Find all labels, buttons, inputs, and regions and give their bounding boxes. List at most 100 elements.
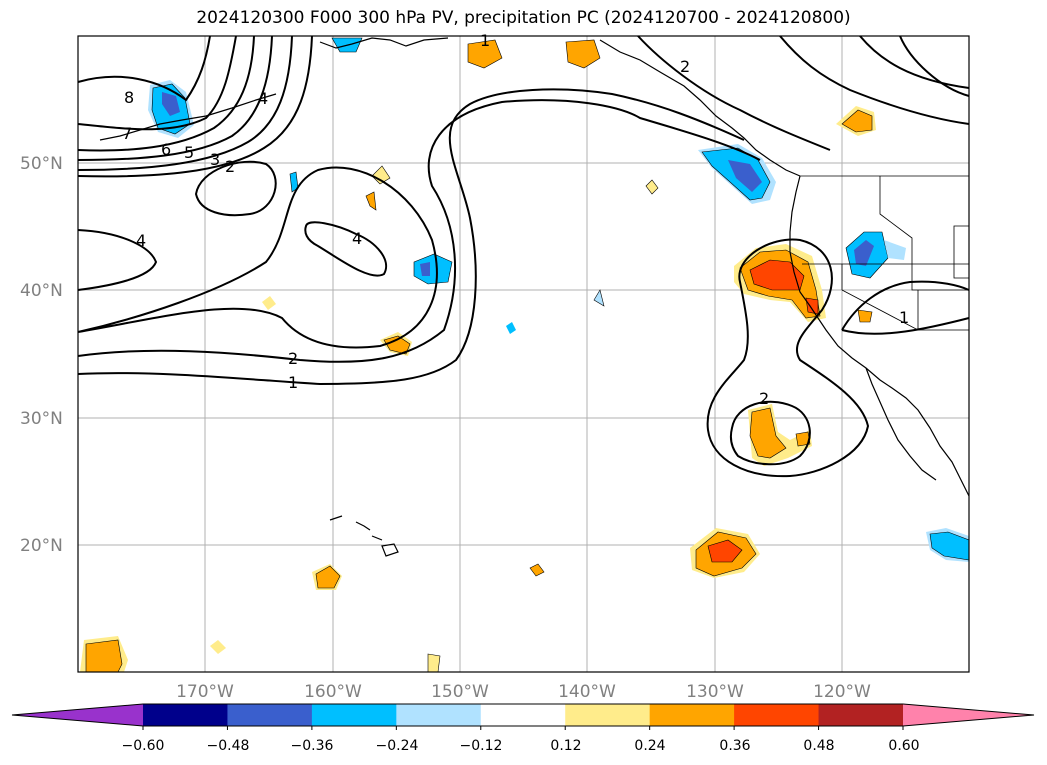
pv-contour-2-ne xyxy=(637,35,831,151)
contour-label: 7 xyxy=(122,124,132,143)
contour-label: 1 xyxy=(899,308,909,327)
neg-precip-area xyxy=(162,92,180,116)
pv-contour-2-sw xyxy=(729,400,811,466)
neg-precip-area xyxy=(854,240,874,266)
colorbar-tick-label: 0.60 xyxy=(888,738,919,754)
lon-label: 120°W xyxy=(813,682,871,702)
pos-precip-area xyxy=(645,179,659,195)
pv-contour-ne xyxy=(779,35,970,125)
neg-precip-area xyxy=(884,240,906,260)
pv-contours xyxy=(77,35,970,478)
pv-contour-8 xyxy=(77,35,211,102)
pos-precip-area xyxy=(707,539,743,563)
colorbar-tick-label: 0.48 xyxy=(803,738,834,754)
lon-label: 160°W xyxy=(304,682,362,702)
aleutians xyxy=(99,93,277,141)
colorbar-swatch xyxy=(311,704,397,726)
pv-contour-6 xyxy=(77,35,255,152)
pv-contour-4-west xyxy=(77,229,158,291)
pos-precip-area xyxy=(749,259,805,291)
colorbar-swatch xyxy=(649,704,735,726)
hawaii xyxy=(329,515,399,557)
graticule xyxy=(78,36,969,672)
contour-labels: 8 7 6 5 3 2 4 4 4 2 1 2 2 1 1 xyxy=(122,31,909,408)
alaska-panhandle xyxy=(599,39,801,177)
contour-label: 2 xyxy=(680,57,690,76)
lon-label: 140°W xyxy=(558,682,616,702)
pv-contour-4-loop xyxy=(304,221,387,277)
colorbar-swatch xyxy=(480,704,566,726)
colorbar-tick-label: 0.24 xyxy=(634,738,665,754)
colorbar-swatch xyxy=(734,704,820,726)
pos-precip-area xyxy=(383,335,411,355)
contour-label: 3 xyxy=(210,150,220,169)
lat-axis-labels: 50°N 40°N 30°N 20°N xyxy=(20,154,63,556)
pv-contour-2-long xyxy=(77,99,761,363)
contour-label: 4 xyxy=(352,229,362,248)
lon-label: 170°W xyxy=(176,682,234,702)
colorbar-tick-label: −0.12 xyxy=(460,738,503,754)
pos-precip-area xyxy=(210,640,226,654)
neg-precip-area xyxy=(506,322,516,334)
pos-precip-area xyxy=(857,309,873,323)
map-frame xyxy=(77,35,970,673)
colorbar-swatch xyxy=(818,704,904,726)
map-title: 2024120300 F000 300 hPa PV, precipitatio… xyxy=(196,8,851,28)
pos-precip-area xyxy=(427,653,441,673)
pv-contour-west-coast xyxy=(706,238,870,478)
colorbar-tick-label: −0.24 xyxy=(376,738,419,754)
contour-label: 4 xyxy=(258,89,268,108)
pos-precip-area xyxy=(371,165,391,185)
colorbar-swatch xyxy=(227,704,313,726)
pos-precip-area xyxy=(529,563,545,577)
colorbar-extend-min xyxy=(12,704,143,726)
pv-contour-2-loop xyxy=(194,160,277,217)
pv-contour-3 xyxy=(77,35,293,171)
contour-label: 2 xyxy=(225,157,235,176)
pos-precip-area xyxy=(565,39,601,69)
west-coast xyxy=(789,175,970,497)
contour-label: 1 xyxy=(480,31,490,50)
pv-contour-ne2 xyxy=(899,35,970,97)
pos-precip-area xyxy=(262,296,276,310)
contour-label: 2 xyxy=(288,349,298,368)
colorbar-tick-label: 0.36 xyxy=(719,738,750,754)
colorbar xyxy=(11,703,1035,730)
colorbar-tick-label: 0.12 xyxy=(550,738,581,754)
precip-fills xyxy=(80,37,970,673)
pos-precip-area xyxy=(805,297,819,315)
lon-label: 130°W xyxy=(686,682,744,702)
coastlines xyxy=(99,37,970,557)
pv-contour-7 xyxy=(77,35,237,131)
lat-label: 40°N xyxy=(20,281,63,301)
pv-contour-1-east xyxy=(841,280,970,335)
pos-precip-area xyxy=(795,431,811,447)
contour-label: 4 xyxy=(136,231,146,250)
colorbar-tick-label: −0.36 xyxy=(291,738,334,754)
pv-contour-2-nw xyxy=(77,35,313,178)
contour-label: 6 xyxy=(161,140,171,159)
pos-precip-area xyxy=(841,109,873,133)
colorbar-tick-label: −0.48 xyxy=(207,738,250,754)
lon-axis-labels: 170°W 160°W 150°W 140°W 130°W 120°W xyxy=(176,682,871,702)
pos-precip-area xyxy=(85,639,123,673)
colorbar-swatch xyxy=(143,704,228,726)
colorbar-tick-label: −0.60 xyxy=(122,738,165,754)
contour-label: 2 xyxy=(759,389,769,408)
lat-label: 20°N xyxy=(20,536,63,556)
pos-precip-area xyxy=(315,565,341,589)
colorbar-extend-max xyxy=(903,704,1034,726)
pos-precip-area xyxy=(365,191,377,211)
baja xyxy=(865,367,937,481)
alaska-coast xyxy=(319,37,449,49)
colorbar-swatch xyxy=(396,704,482,726)
pv-contour-mid xyxy=(77,166,438,349)
contour-label: 1 xyxy=(288,373,298,392)
lat-label: 30°N xyxy=(20,409,63,429)
neg-precip-area xyxy=(420,262,430,276)
contour-label: 5 xyxy=(184,143,194,162)
neg-precip-area xyxy=(413,253,453,285)
pos-precip-area xyxy=(749,407,787,459)
colorbar-swatch xyxy=(565,704,651,726)
